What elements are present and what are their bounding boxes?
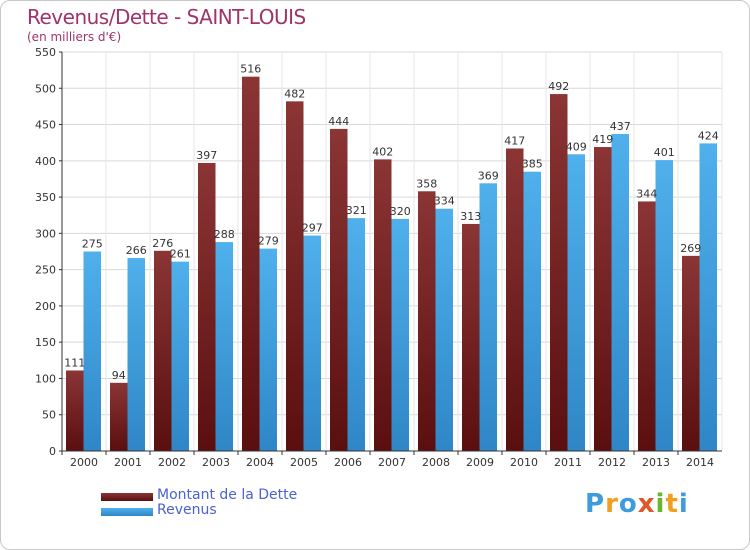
data-label-dette: 269 <box>680 242 701 255</box>
data-label-dette: 358 <box>416 177 437 190</box>
axes: 0 50 100 150 200 250 300 350 400 450 500 550 2000 200… <box>35 46 722 469</box>
data-label-revenus: 321 <box>346 204 367 217</box>
data-label-revenus: 409 <box>566 140 587 153</box>
legend-label-revenus: Revenus <box>157 502 217 518</box>
data-label-revenus: 266 <box>126 244 147 257</box>
data-label-revenus: 424 <box>698 129 719 142</box>
bar-revenus <box>171 261 189 451</box>
data-label-dette: 397 <box>196 149 217 162</box>
legend-label-dette: Montant de la Dette <box>157 487 298 503</box>
bar-revenus <box>83 251 101 451</box>
x-tick-label: 2003 <box>202 456 230 469</box>
x-tick-label: 2002 <box>158 456 186 469</box>
data-label-dette: 94 <box>112 369 126 382</box>
bar-revenus <box>259 248 277 451</box>
bar-dette <box>638 201 656 451</box>
bar-dette <box>418 191 436 451</box>
bar-dette <box>682 255 700 451</box>
bar-revenus <box>699 143 717 451</box>
data-label-revenus: 279 <box>258 235 279 248</box>
proxiti-logo: Proxiti <box>585 489 689 519</box>
legend-swatch-dette <box>101 493 153 501</box>
data-label-dette: 516 <box>240 63 261 76</box>
y-tick-label: 400 <box>35 155 56 168</box>
legend-swatch-revenus <box>101 508 153 516</box>
data-label-dette: 417 <box>504 134 525 147</box>
data-label-dette: 482 <box>284 87 305 100</box>
y-tick-label: 150 <box>35 336 56 349</box>
bar-revenus <box>479 183 497 452</box>
bar-revenus <box>611 133 629 451</box>
y-tick-label: 250 <box>35 264 56 277</box>
x-tick-label: 2005 <box>290 456 318 469</box>
bar-dette <box>242 76 260 451</box>
bar-dette <box>198 162 216 451</box>
y-tick-label: 500 <box>35 82 56 95</box>
data-label-dette: 492 <box>548 80 569 93</box>
bar-dette <box>286 101 304 452</box>
data-label-dette: 344 <box>636 187 657 200</box>
bar-dette <box>374 159 392 451</box>
bar-dette <box>506 148 524 451</box>
y-tick-label: 450 <box>35 119 56 132</box>
data-label-revenus: 369 <box>478 169 499 182</box>
x-tick-label: 2013 <box>642 456 670 469</box>
x-tick-label: 2014 <box>686 456 714 469</box>
x-tick-label: 2008 <box>422 456 450 469</box>
data-label-dette: 402 <box>372 145 393 158</box>
y-tick-label: 300 <box>35 227 56 240</box>
x-tick-label: 2000 <box>70 456 98 469</box>
bar-revenus <box>567 154 585 451</box>
bar-revenus <box>215 242 233 451</box>
bar-revenus <box>435 208 453 451</box>
bar-dette <box>330 128 348 451</box>
bar-dette <box>462 223 480 451</box>
bar-revenus <box>391 218 409 451</box>
data-label-revenus: 437 <box>610 120 631 133</box>
y-tick-label: 350 <box>35 191 56 204</box>
data-label-dette: 313 <box>460 210 481 223</box>
chart-subtitle: (en milliers d'€) <box>27 30 122 44</box>
chart-title: Revenus/Dette - SAINT-LOUIS <box>27 5 306 29</box>
bar-revenus <box>523 171 541 451</box>
data-label-revenus: 401 <box>654 146 675 159</box>
x-tick-label: 2007 <box>378 456 406 469</box>
data-label-dette: 419 <box>592 133 613 146</box>
bar-dette <box>550 94 568 452</box>
x-tick-label: 2011 <box>554 456 582 469</box>
data-label-revenus: 261 <box>170 248 191 261</box>
data-label-dette: 444 <box>328 115 349 128</box>
bars <box>66 76 717 452</box>
bar-dette <box>110 382 128 451</box>
bar-revenus <box>127 258 145 451</box>
x-tick-label: 2004 <box>246 456 274 469</box>
x-tick-label: 2006 <box>334 456 362 469</box>
bar-revenus <box>347 218 365 451</box>
y-tick-label: 50 <box>42 409 56 422</box>
x-tick-label: 2012 <box>598 456 626 469</box>
bar-dette <box>154 250 172 451</box>
y-tick-label: 550 <box>35 46 56 59</box>
x-tick-label: 2010 <box>510 456 538 469</box>
y-tick-label: 200 <box>35 300 56 313</box>
data-label-revenus: 275 <box>82 238 103 251</box>
data-label-revenus: 288 <box>214 228 235 241</box>
bar-dette <box>594 147 612 451</box>
data-label-revenus: 297 <box>302 222 323 235</box>
x-tick-label: 2009 <box>466 456 494 469</box>
data-label-revenus: 334 <box>434 195 455 208</box>
x-tick-label: 2001 <box>114 456 142 469</box>
y-tick-label: 100 <box>35 372 56 385</box>
y-tick-label: 0 <box>49 445 56 458</box>
bar-dette <box>66 370 84 451</box>
data-label-revenus: 385 <box>522 158 543 171</box>
data-label-dette: 276 <box>152 237 173 250</box>
bar-revenus <box>655 160 673 452</box>
data-label-revenus: 320 <box>390 205 411 218</box>
bar-revenus <box>303 235 321 451</box>
data-label-dette: 111 <box>64 356 85 369</box>
